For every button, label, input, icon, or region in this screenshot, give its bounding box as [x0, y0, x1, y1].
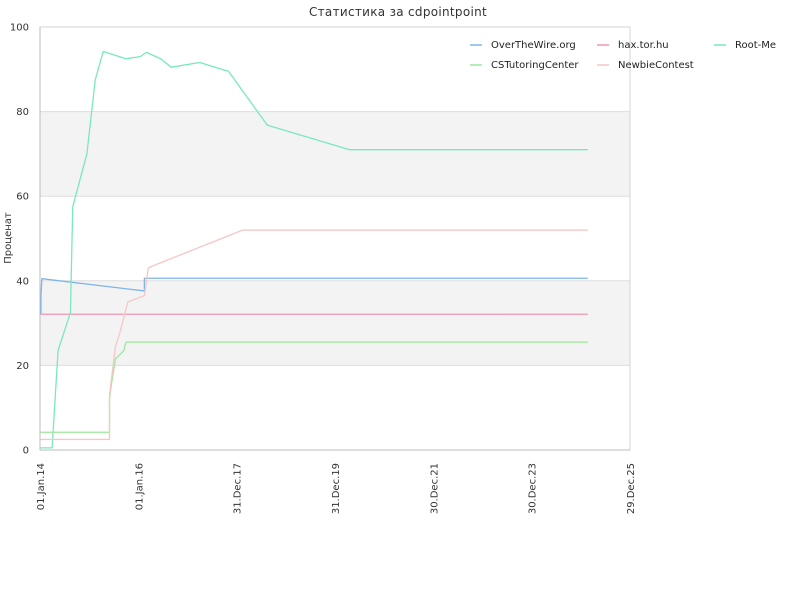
x-tick-label: 01.Jan.14: [36, 463, 47, 510]
y-tick-label: 80: [16, 107, 29, 118]
gridlines: [40, 26, 630, 451]
y-axis-title: Проценат: [3, 212, 14, 264]
y-tick-label: 60: [16, 192, 29, 203]
x-tick-label: 31.Dec.17: [233, 463, 244, 514]
background-band: [40, 111, 630, 197]
legend-label: hax.tor.hu: [618, 40, 669, 51]
background-bands: [40, 111, 630, 366]
legend-label: NewbieContest: [618, 60, 694, 71]
legend: OverTheWire.org hax.tor.hu Root-Me CSTutori…: [470, 40, 776, 71]
y-tick-label: 20: [16, 361, 29, 372]
series-line: [40, 229, 588, 441]
x-tick-label: 31.Dec.19: [331, 463, 342, 514]
x-tick-label: 30.Dec.23: [528, 463, 539, 514]
chart-title: Статистика за cdpointpoint: [309, 5, 487, 19]
y-tick-label: 0: [23, 446, 29, 457]
series-line: [40, 277, 588, 315]
x-tick-label: 01.Jan.16: [134, 463, 145, 510]
y-tick-label: 40: [16, 276, 29, 287]
background-band: [40, 280, 630, 366]
legend-label: Root-Me: [735, 40, 776, 51]
series-line: [40, 50, 588, 449]
x-tick-label: 30.Dec.21: [429, 463, 440, 514]
series-lines: [40, 50, 588, 449]
x-tick-labels: 01.Jan.14 01.Jan.16 31.Dec.17 31.Dec.19 30.D…: [36, 463, 637, 514]
y-tick-labels: 0 20 40 60 80 100: [10, 23, 29, 457]
plot-frame: [39, 26, 631, 451]
legend-label: OverTheWire.org: [491, 40, 576, 51]
x-tick-label: 29.Dec.25: [626, 463, 637, 514]
legend-label: CSTutoringCenter: [491, 60, 579, 71]
y-tick-label: 100: [10, 23, 29, 34]
